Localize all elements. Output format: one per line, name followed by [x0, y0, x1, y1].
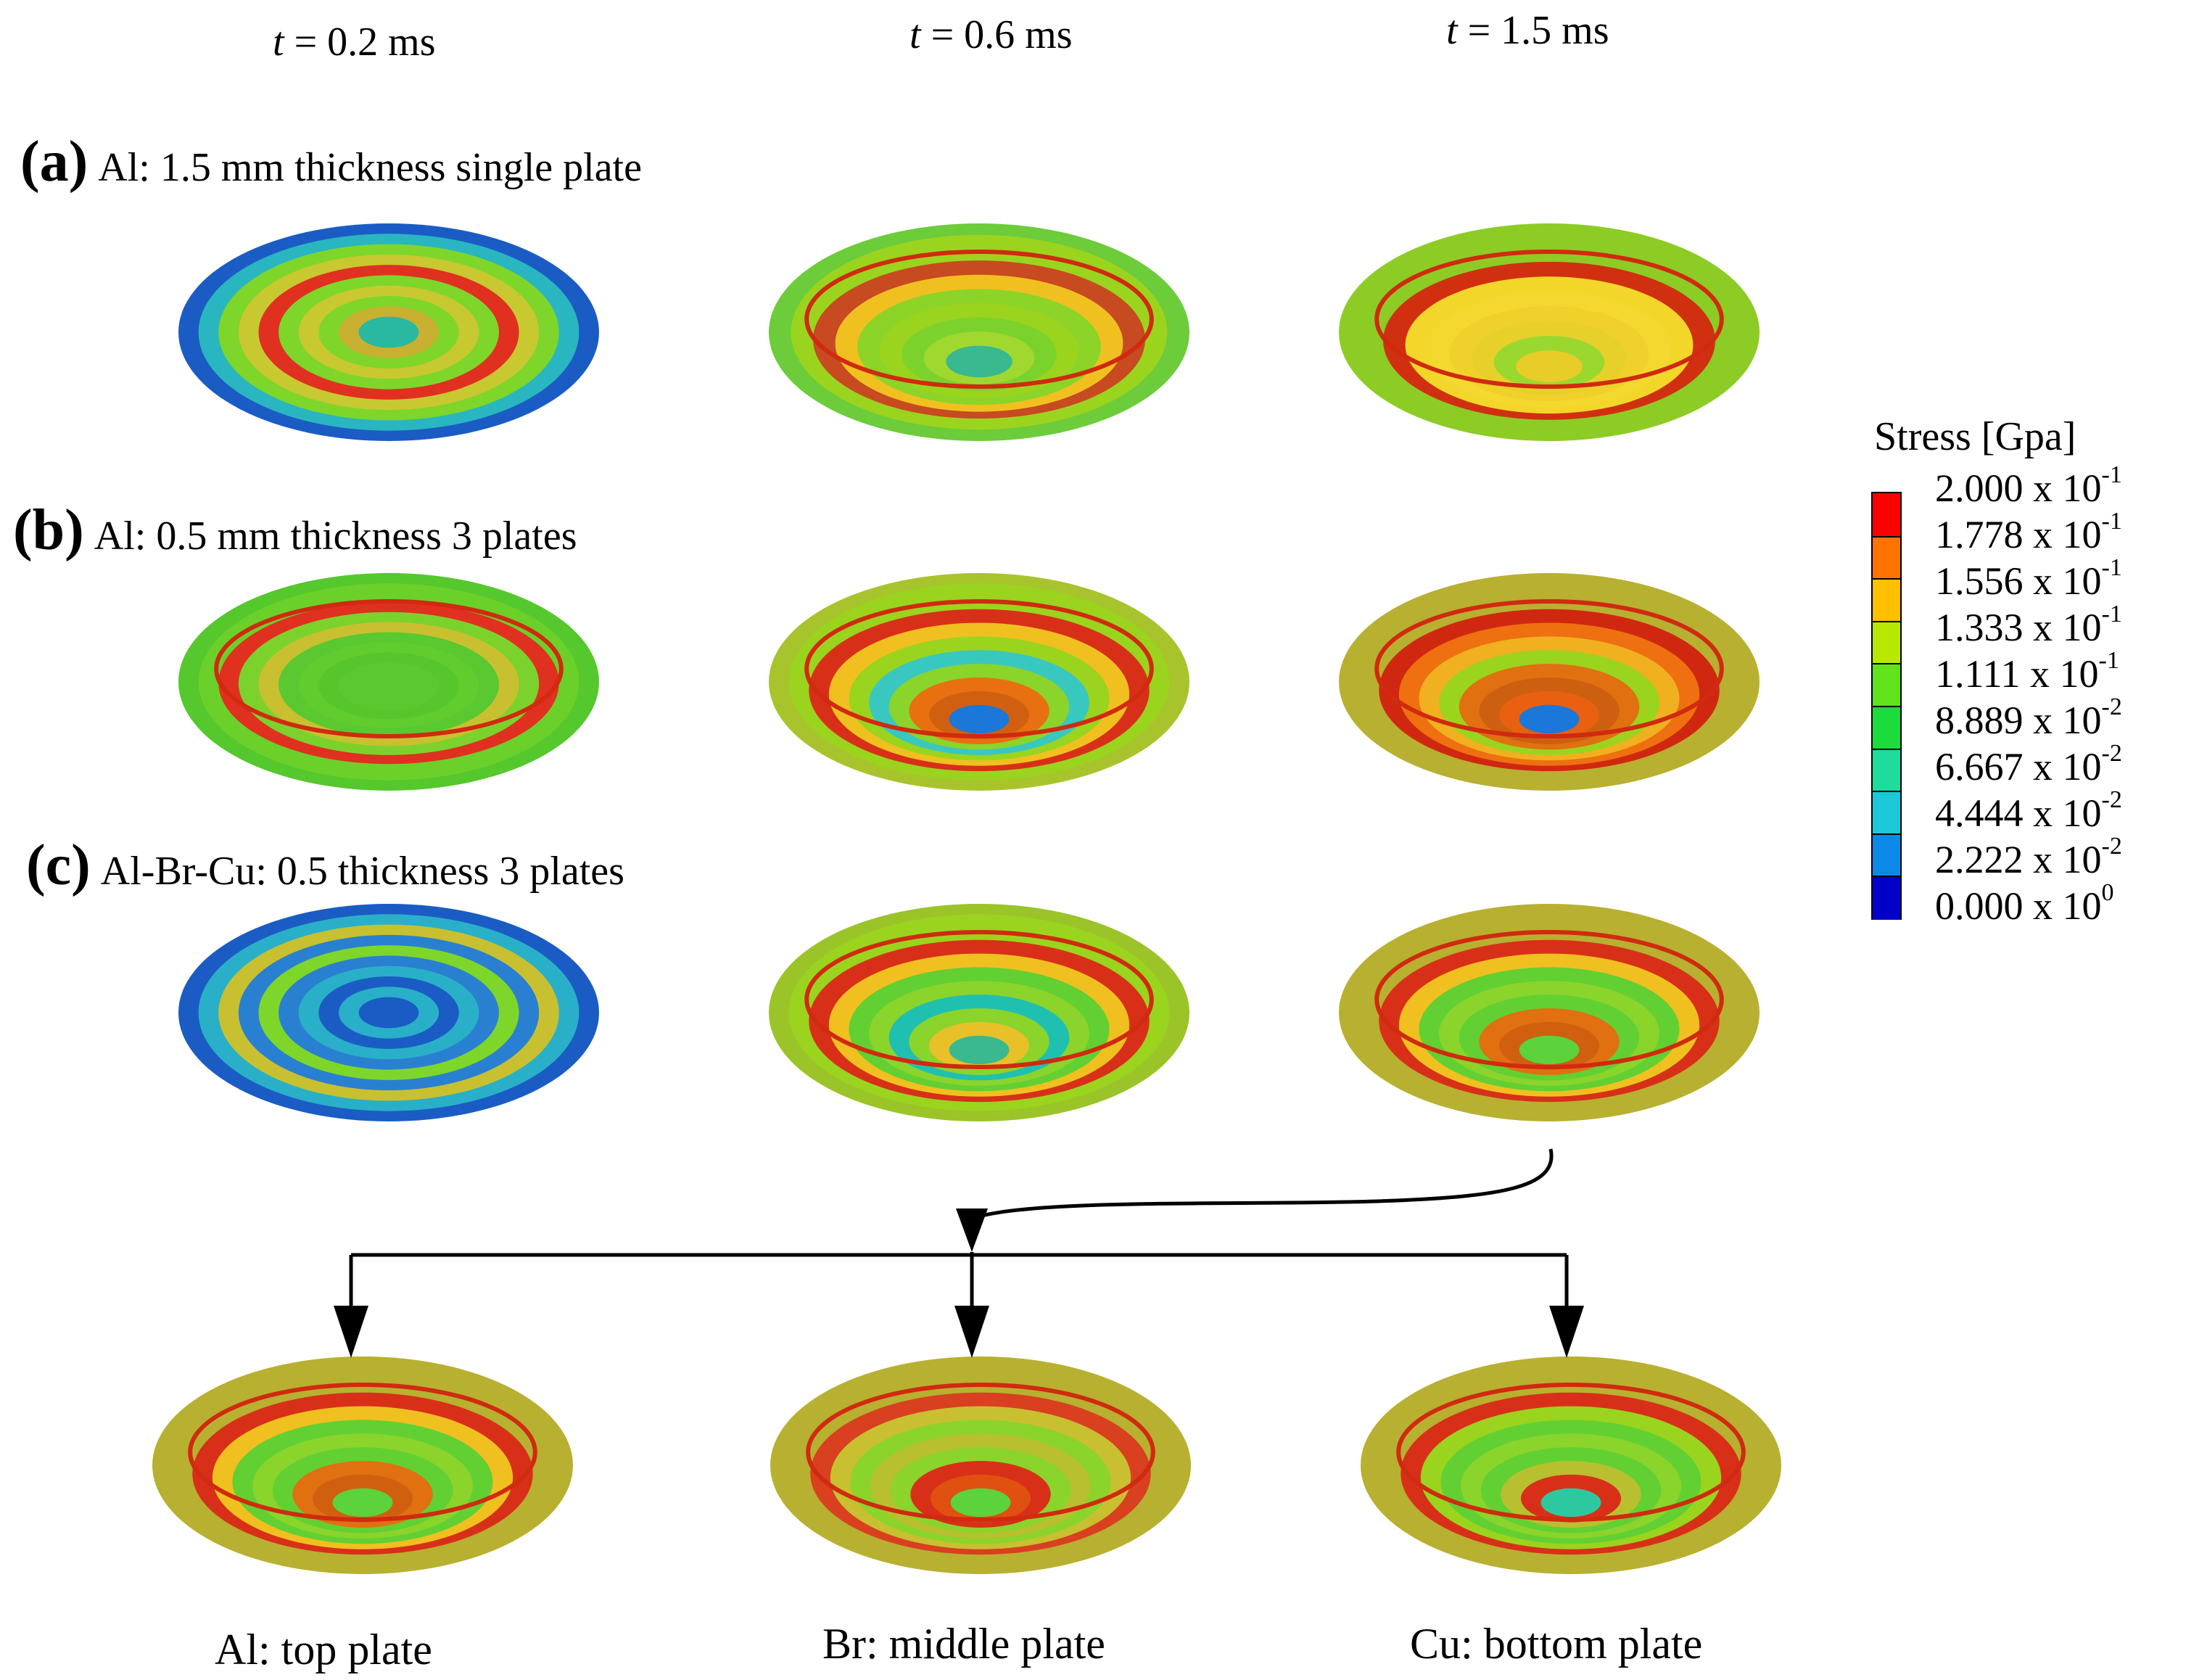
plate-rim: [804, 599, 1154, 738]
legend-label: 6.667 x 10-2: [1935, 740, 2122, 788]
time-label-0.2ms: t = 0.2 ms: [273, 20, 436, 65]
plate-ring: [949, 704, 1010, 734]
plate-ring: [1519, 704, 1580, 734]
plate-middle: [770, 1356, 1191, 1574]
plate-ring: [358, 672, 419, 701]
plate-rim: [804, 930, 1154, 1069]
plate-c-t06: [769, 904, 1189, 1121]
row-label-a: (a) Al: 1.5 mm thickness single plate: [20, 130, 642, 194]
caption-bottom-plate: Cu: bottom plate: [1410, 1620, 1703, 1668]
plate-ring: [949, 1035, 1010, 1065]
arrow-head-middle: [954, 1306, 989, 1358]
legend-swatch: [1873, 791, 1900, 835]
legend-label: 2.222 x 10-2: [1935, 833, 2122, 881]
connector-curve: [971, 1148, 1554, 1221]
plate-top: [152, 1356, 573, 1574]
plate-a-t02: [178, 223, 599, 441]
legend-title: Stress [Gpa]: [1874, 414, 2076, 459]
row-label-c: (c) Al-Br-Cu: 0.5 thickness 3 plates: [26, 833, 624, 897]
plate-rim: [804, 250, 1154, 389]
plate-b-t02: [178, 573, 599, 791]
plate-ring: [1519, 1035, 1580, 1065]
plate-rim: [1374, 930, 1724, 1069]
plate-ring: [946, 345, 1012, 378]
caption-middle-plate: Br: middle plate: [822, 1620, 1105, 1668]
plate-a-t06: [769, 223, 1189, 441]
plate-b-t15: [1339, 573, 1760, 791]
arrow-head-center-top: [956, 1208, 988, 1252]
legend-swatch: [1873, 535, 1900, 580]
legend-label: 2.000 x 10-1: [1935, 461, 2122, 510]
plate-ring: [358, 316, 419, 348]
legend-swatch: [1873, 833, 1900, 878]
legend-swatch: [1873, 620, 1900, 665]
plate-ring: [950, 1488, 1011, 1518]
plate-a-t15: [1339, 223, 1760, 441]
legend-swatch: [1873, 706, 1900, 750]
plate-c-t02: [178, 904, 599, 1121]
plate-b-t06: [769, 573, 1189, 791]
plate-ring: [358, 997, 419, 1029]
legend-swatch: [1873, 493, 1900, 536]
time-label-0.6ms: t = 0.6 ms: [910, 12, 1073, 57]
plate-rim: [214, 599, 564, 738]
plate-ring: [332, 1488, 393, 1518]
legend-swatch: [1873, 578, 1900, 622]
plate-rim: [188, 1383, 537, 1522]
plate-rim: [1374, 599, 1724, 738]
plate-ring: [1516, 350, 1583, 382]
legend-colorbar: [1871, 492, 1902, 920]
legend-label: 1.111 x 10-1: [1935, 647, 2119, 696]
plate-ring: [1540, 1488, 1601, 1518]
legend-swatch: [1873, 876, 1900, 920]
legend-label: 4.444 x 10-2: [1935, 786, 2122, 835]
legend-swatch: [1873, 748, 1900, 793]
arrow-head-right: [1549, 1306, 1584, 1358]
arrow-head-left: [334, 1306, 368, 1358]
legend-label: 1.333 x 10-1: [1935, 601, 2122, 649]
time-label-1.5ms: t = 1.5 ms: [1446, 8, 1609, 53]
plate-rim: [1396, 1383, 1746, 1522]
plate-c-t15: [1339, 904, 1760, 1121]
caption-top-plate: Al: top plate: [215, 1626, 432, 1673]
plate-rim: [806, 1383, 1155, 1522]
legend-swatch: [1873, 663, 1900, 707]
legend-label: 0.000 x 100: [1935, 879, 2114, 928]
legend-label: 1.778 x 10-1: [1935, 508, 2122, 556]
plate-rim: [1374, 250, 1724, 389]
legend-label: 8.889 x 10-2: [1935, 693, 2122, 742]
row-label-b: (b) Al: 0.5 mm thickness 3 plates: [13, 498, 577, 562]
plate-bottom: [1361, 1356, 1781, 1574]
legend-label: 1.556 x 10-1: [1935, 554, 2122, 603]
